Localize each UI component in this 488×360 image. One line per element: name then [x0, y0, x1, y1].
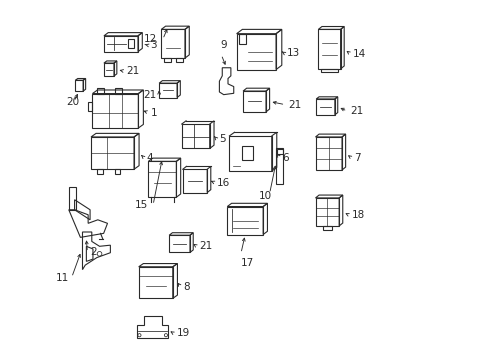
Text: 7: 7 — [353, 153, 360, 163]
Bar — [88, 102, 92, 111]
Text: 6: 6 — [282, 153, 288, 163]
Bar — [182, 124, 209, 148]
Text: 5: 5 — [219, 134, 225, 144]
Text: 17: 17 — [241, 258, 254, 268]
Bar — [227, 207, 263, 234]
Bar — [148, 161, 176, 197]
Bar — [169, 235, 190, 252]
Bar — [139, 267, 172, 298]
Bar — [91, 137, 134, 169]
Text: 13: 13 — [286, 48, 300, 58]
Bar — [75, 80, 83, 91]
Bar — [159, 83, 177, 98]
Bar — [128, 39, 133, 49]
Bar — [276, 149, 282, 154]
Bar — [163, 58, 170, 62]
Bar — [315, 198, 339, 226]
Text: 21: 21 — [143, 90, 156, 100]
Bar — [276, 148, 283, 184]
Bar — [318, 30, 340, 69]
Bar — [92, 94, 138, 128]
Text: 4: 4 — [146, 153, 153, 163]
Bar — [183, 169, 207, 193]
Text: 21: 21 — [349, 106, 363, 116]
Text: 9: 9 — [220, 40, 226, 50]
Text: 8: 8 — [183, 282, 189, 292]
Bar — [104, 36, 138, 51]
Text: 21: 21 — [287, 100, 301, 110]
Bar — [115, 88, 122, 94]
Bar — [175, 58, 182, 62]
Text: 10: 10 — [258, 191, 271, 201]
Text: 18: 18 — [351, 210, 364, 220]
Text: 11: 11 — [56, 273, 69, 283]
Text: 21: 21 — [125, 66, 139, 76]
Bar — [69, 187, 76, 210]
Bar — [243, 91, 265, 112]
Bar — [104, 63, 114, 76]
Bar — [242, 147, 252, 161]
Bar — [115, 169, 120, 174]
Text: 19: 19 — [176, 328, 189, 338]
Text: 2: 2 — [90, 247, 96, 257]
Text: 15: 15 — [135, 200, 148, 210]
Bar — [97, 88, 104, 94]
Bar — [315, 137, 341, 170]
Text: 3: 3 — [150, 40, 157, 50]
Text: 20: 20 — [66, 97, 79, 107]
Bar — [161, 30, 184, 58]
Bar — [316, 99, 334, 115]
Text: 12: 12 — [143, 35, 156, 44]
Bar — [320, 69, 338, 72]
Text: 1: 1 — [151, 108, 157, 118]
Bar — [236, 34, 276, 69]
Bar — [229, 136, 271, 171]
Text: 16: 16 — [217, 177, 230, 188]
Text: 14: 14 — [352, 49, 366, 59]
Text: 21: 21 — [199, 241, 212, 251]
Bar — [97, 169, 102, 174]
